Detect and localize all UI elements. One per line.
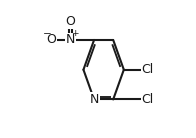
Text: Cl: Cl (141, 93, 154, 106)
Text: +: + (71, 29, 78, 38)
Text: O: O (47, 33, 56, 47)
Text: O: O (65, 15, 75, 28)
Text: Cl: Cl (141, 63, 154, 76)
Text: N: N (89, 93, 99, 106)
Text: N: N (65, 33, 75, 47)
Text: −: − (42, 29, 51, 39)
